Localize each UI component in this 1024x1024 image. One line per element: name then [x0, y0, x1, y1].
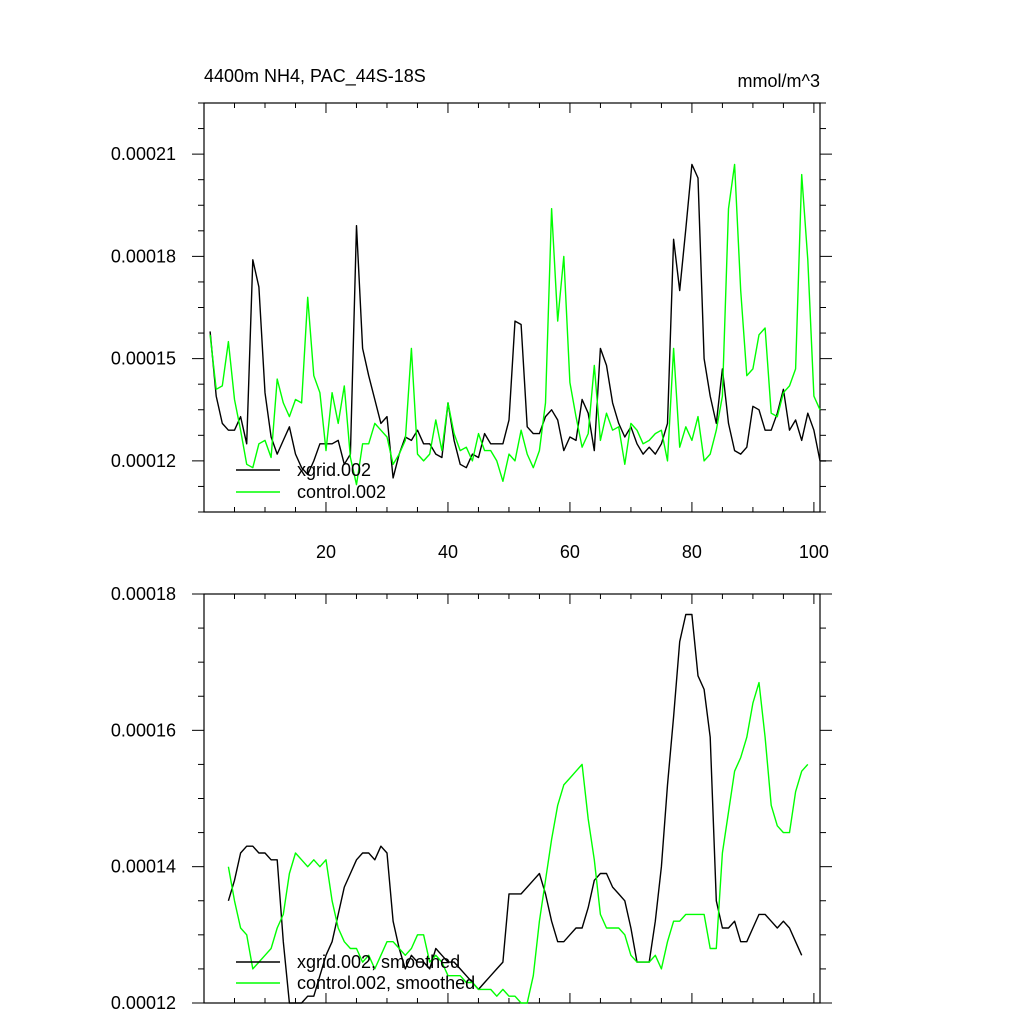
legend-label: xgrid.002 [297, 460, 371, 480]
y-tick-label: 0.00015 [111, 349, 176, 369]
series-line-xgrid [209, 163, 827, 479]
y-tick-label: 0.00014 [111, 857, 176, 877]
legend-label: control.002 [297, 482, 386, 502]
x-tick-label: 20 [316, 542, 336, 562]
chart-title: 4400m NH4, PAC_44S-18S [204, 66, 426, 87]
plot-frame [203, 102, 821, 513]
y-tick-label: 0.00021 [111, 144, 176, 164]
y-tick-label: 0.00018 [111, 246, 176, 266]
x-tick-label: 80 [682, 542, 702, 562]
series-line-control [209, 163, 821, 486]
y-tick-label: 0.00012 [111, 993, 176, 1013]
plot-frame [203, 593, 821, 1004]
series-line-xgrid [227, 613, 803, 1004]
y-tick-label: 0.00016 [111, 720, 176, 740]
legend-label: xgrid.002, smoothed [297, 952, 460, 972]
y-tick-label: 0.00018 [111, 584, 176, 604]
y-tick-label: 0.00012 [111, 451, 176, 471]
x-tick-label: 60 [560, 542, 580, 562]
legend-label: control.002, smoothed [297, 973, 475, 993]
chart-units: mmol/m^3 [738, 71, 820, 91]
top-panel: 20 40 60 80 100 0.00012 0.00015 0.00018 0.00021 x… [111, 102, 832, 562]
x-tick-label: 40 [438, 542, 458, 562]
series-line-control [227, 681, 809, 1004]
x-tick-label: 100 [799, 542, 829, 562]
bottom-panel: 0.00012 0.00014 0.00016 0.00018 xgrid.002, s… [111, 584, 832, 1013]
